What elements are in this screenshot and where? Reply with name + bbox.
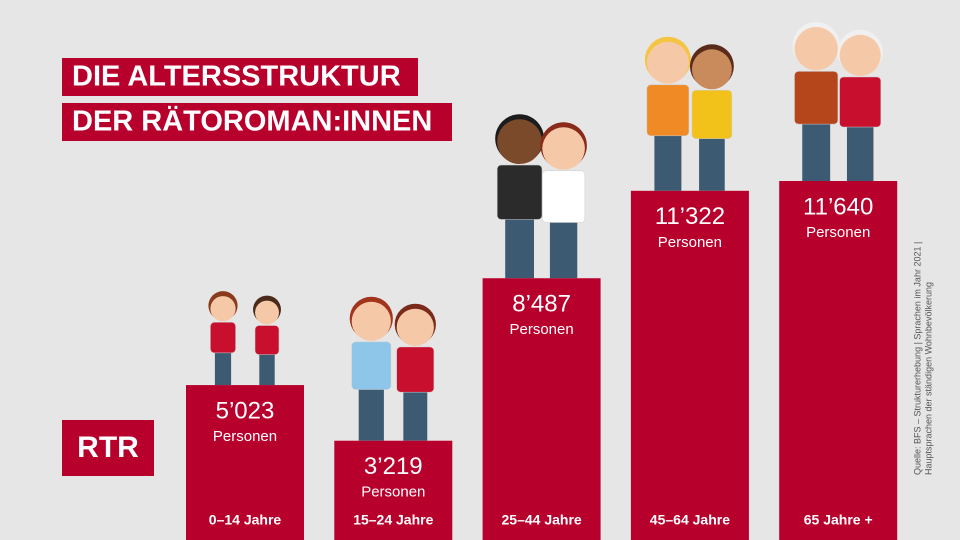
person-legs bbox=[549, 214, 578, 279]
chart-title: DIE ALTERSSTRUKTUR bbox=[72, 61, 401, 93]
person-body bbox=[691, 89, 733, 139]
unit-label: Personen bbox=[213, 428, 277, 445]
chart-title: DER RÄTOROMAN:INNEN bbox=[72, 105, 432, 138]
person-legs bbox=[802, 115, 831, 181]
bar bbox=[630, 190, 749, 540]
title-box bbox=[62, 103, 452, 141]
person-head bbox=[646, 41, 689, 84]
bar bbox=[779, 181, 898, 540]
person-legs bbox=[654, 127, 682, 191]
title-box bbox=[62, 58, 418, 96]
value-label: 11’322 bbox=[655, 203, 725, 230]
person-head bbox=[794, 27, 838, 71]
person-head bbox=[691, 49, 732, 90]
unit-label: Personen bbox=[361, 484, 425, 501]
category-label: 65 Jahre + bbox=[804, 512, 873, 528]
person-legs bbox=[699, 130, 725, 191]
bar bbox=[482, 278, 601, 540]
source-line: Quelle: BFS – Strukturerhebung | Sprache… bbox=[912, 242, 922, 475]
value-label: 3’219 bbox=[364, 453, 423, 480]
person bbox=[253, 295, 281, 386]
source: Quelle: BFS – Strukturerhebung | Sprache… bbox=[912, 242, 933, 475]
person-legs bbox=[403, 384, 428, 441]
person-body bbox=[794, 71, 839, 125]
person bbox=[792, 22, 840, 181]
person bbox=[644, 36, 691, 191]
unit-label: Personen bbox=[509, 321, 573, 338]
person-body bbox=[254, 325, 280, 355]
person bbox=[689, 44, 734, 191]
person-body bbox=[839, 76, 882, 128]
value-label: 11’640 bbox=[803, 193, 873, 220]
bar bbox=[186, 385, 304, 540]
person-legs bbox=[846, 119, 874, 181]
source-line: Hauptsprachen der ständigen Wohnbevölker… bbox=[923, 282, 933, 475]
person-legs bbox=[505, 211, 534, 279]
person-head bbox=[839, 34, 881, 76]
bar bbox=[334, 440, 453, 540]
logo-box bbox=[62, 420, 154, 476]
person-body bbox=[210, 322, 236, 354]
person bbox=[837, 29, 883, 181]
value-label: 5’023 bbox=[216, 397, 275, 424]
person-head bbox=[542, 127, 585, 170]
person bbox=[208, 291, 238, 386]
category-label: 25–44 Jahre bbox=[502, 512, 582, 528]
person-legs bbox=[214, 347, 232, 386]
person-body bbox=[542, 170, 586, 223]
person-head bbox=[255, 300, 279, 325]
person-body bbox=[351, 341, 392, 390]
person-body bbox=[646, 84, 690, 137]
category-label: 45–64 Jahre bbox=[650, 512, 730, 528]
person-head bbox=[351, 301, 391, 341]
person-legs bbox=[358, 381, 384, 441]
person-body bbox=[396, 346, 435, 393]
person-head bbox=[497, 119, 542, 165]
person bbox=[349, 296, 393, 441]
value-label: 8’487 bbox=[512, 291, 571, 318]
person-body bbox=[496, 164, 543, 220]
person-head bbox=[210, 296, 236, 322]
category-label: 0–14 Jahre bbox=[209, 512, 282, 528]
person-head bbox=[396, 308, 434, 346]
person-legs bbox=[259, 349, 275, 386]
person bbox=[540, 122, 587, 279]
person bbox=[394, 303, 436, 441]
logo: RTR bbox=[77, 431, 139, 464]
category-label: 15–24 Jahre bbox=[353, 512, 433, 528]
unit-label: Personen bbox=[806, 224, 870, 241]
unit-label: Personen bbox=[658, 234, 722, 251]
person bbox=[495, 114, 544, 279]
